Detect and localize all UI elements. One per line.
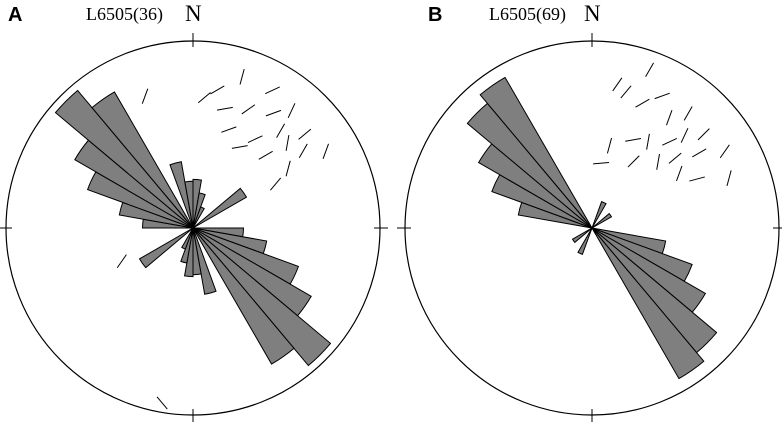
rose-petal bbox=[192, 227, 202, 276]
lineation-pole bbox=[719, 144, 730, 159]
rose-petal bbox=[571, 227, 593, 244]
lineation-pole bbox=[270, 177, 282, 191]
rose-petal bbox=[138, 227, 194, 269]
lineation-pole bbox=[676, 165, 683, 182]
lineation-pole bbox=[241, 104, 256, 115]
rose-petal bbox=[192, 227, 217, 295]
lineation-pole bbox=[276, 123, 286, 138]
rose-petal bbox=[54, 89, 194, 229]
lineation-pole bbox=[285, 134, 290, 151]
lineation-pole bbox=[221, 126, 237, 133]
rose-petal bbox=[192, 187, 248, 229]
lineation-pole bbox=[197, 92, 211, 104]
lineation-pole bbox=[216, 106, 233, 111]
lineation-pole bbox=[697, 128, 710, 141]
lineation-pole bbox=[247, 135, 263, 143]
lineation-pole bbox=[668, 152, 682, 164]
lineation-pole bbox=[285, 160, 291, 177]
rose-diagram-b bbox=[397, 33, 782, 422]
lineation-pole bbox=[265, 86, 280, 95]
lineation-pole bbox=[322, 143, 330, 160]
lineation-pole bbox=[635, 98, 650, 108]
lineation-pole bbox=[683, 106, 693, 121]
panel-letter-b: B bbox=[428, 4, 443, 26]
rose-petal bbox=[184, 180, 194, 229]
lineation-pole bbox=[646, 133, 650, 150]
rose-petal bbox=[479, 76, 593, 229]
rose-petal bbox=[591, 212, 613, 229]
panel-title-a: L6505(36) bbox=[86, 4, 163, 24]
rose-petal bbox=[169, 161, 194, 229]
lineation-pole bbox=[625, 137, 642, 142]
lineation-pole bbox=[298, 128, 312, 140]
rose-petal bbox=[192, 227, 295, 365]
north-label-b: N bbox=[584, 1, 601, 26]
rose-diagram-a bbox=[0, 33, 388, 422]
lineation-pole bbox=[210, 85, 225, 95]
lineation-pole bbox=[689, 176, 705, 182]
panel-title-b: L6505(69) bbox=[489, 4, 566, 24]
lineation-pole bbox=[726, 170, 732, 186]
rose-panel-b: B L6505(69) N bbox=[391, 0, 782, 422]
lineation-pole bbox=[680, 127, 689, 143]
rose-petal bbox=[591, 201, 607, 229]
lineation-pole bbox=[662, 138, 678, 146]
lineation-pole bbox=[612, 77, 623, 92]
rose-panel-a: A L6505(36) N bbox=[0, 1, 388, 422]
rose-petal bbox=[91, 91, 194, 229]
lineation-pole bbox=[298, 143, 308, 158]
rose-petal bbox=[192, 227, 332, 367]
lineation-pole bbox=[645, 62, 654, 78]
lineation-pole bbox=[156, 396, 168, 410]
rose-petal bbox=[181, 227, 194, 250]
rose-petal bbox=[591, 227, 705, 380]
lineation-pole bbox=[116, 254, 127, 269]
lineation-pole bbox=[656, 153, 660, 170]
lineation-pole bbox=[141, 88, 149, 104]
lineation-pole bbox=[593, 161, 610, 165]
lineation-pole bbox=[654, 92, 670, 100]
lineation-pole bbox=[692, 148, 707, 158]
lineation-pole bbox=[265, 109, 282, 117]
lineation-pole bbox=[666, 110, 673, 126]
panel-letter-a: A bbox=[8, 4, 23, 26]
lineation-pole bbox=[606, 137, 613, 154]
lineation-pole bbox=[287, 103, 296, 118]
lineation-pole bbox=[620, 85, 632, 99]
lineation-pole bbox=[258, 150, 273, 160]
lineation-pole bbox=[239, 68, 245, 85]
rose-petal bbox=[577, 227, 593, 255]
north-label-a: N bbox=[185, 1, 202, 26]
rose-petal bbox=[192, 206, 205, 229]
lineation-pole bbox=[627, 155, 640, 168]
lineation-pole bbox=[231, 145, 248, 149]
